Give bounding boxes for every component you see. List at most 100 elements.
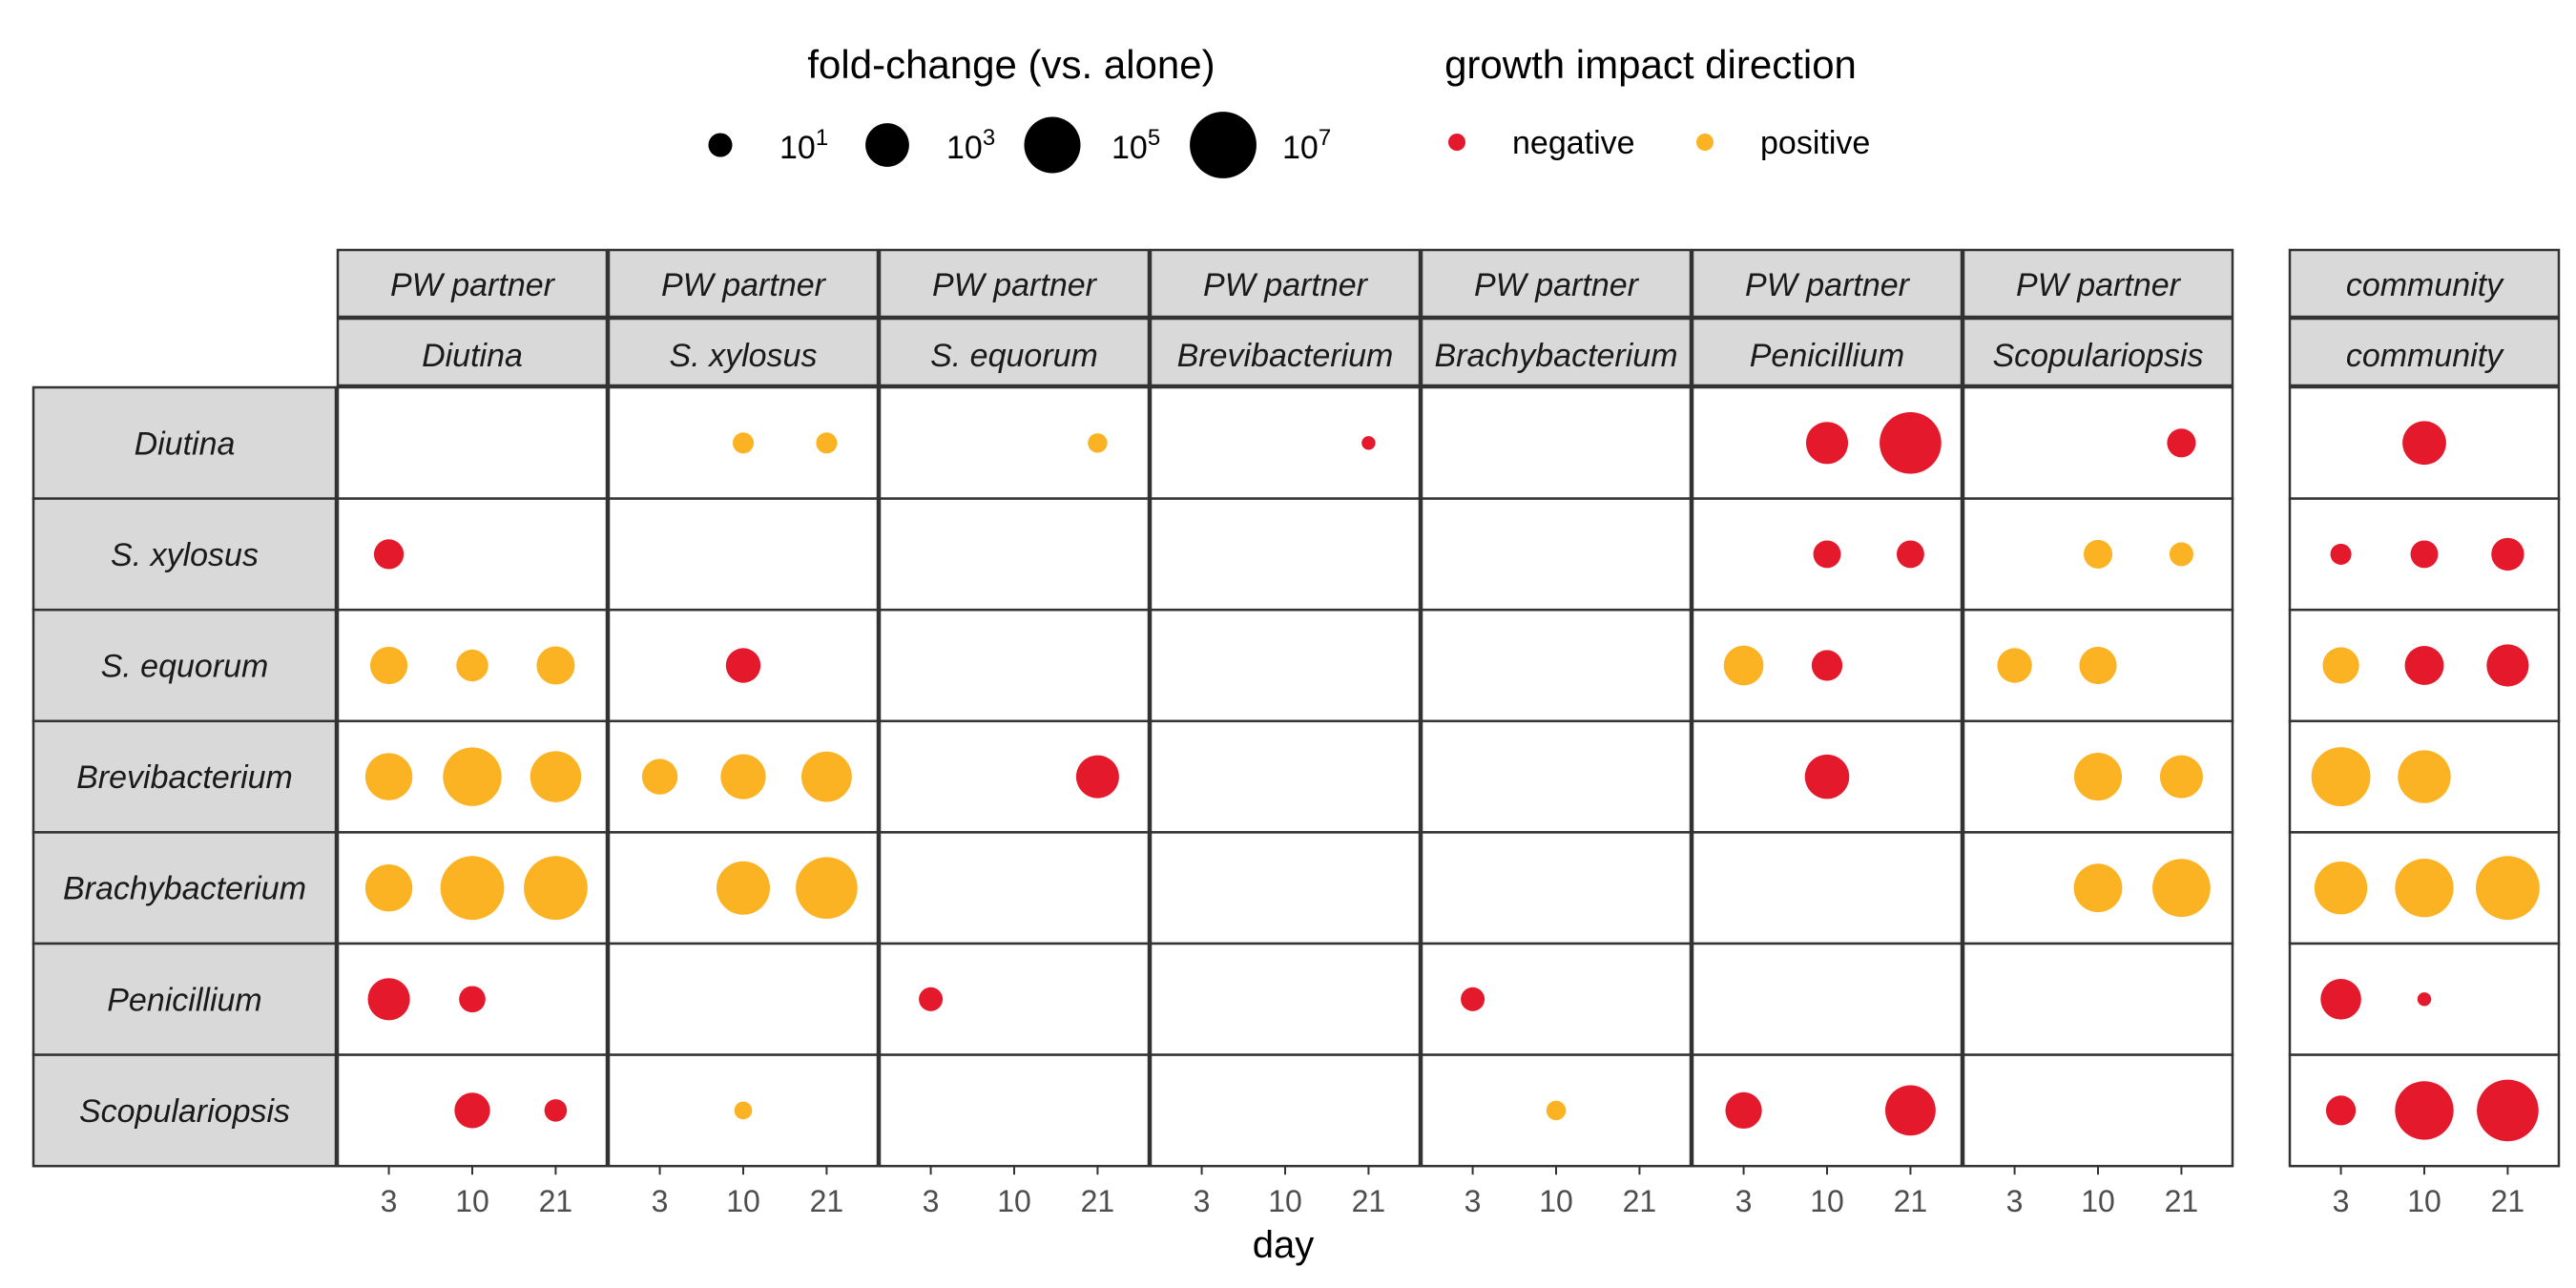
color-legend-label-positive: positive [1760,125,1870,161]
tick-label-p1-3: 3 [652,1184,669,1218]
panel-cell-2-scopulariopsis [878,1053,1151,1168]
point-penicillium-p7-d3 [2320,979,2361,1020]
point-brevibacterium-p7-d3 [2311,747,2371,807]
point-penicillium-p0-d10 [459,986,486,1013]
strip-bottom-bg-3 [1149,317,1422,387]
point-scopulariopsis-p5-d3 [1725,1091,1762,1130]
tick-label-p7-3: 3 [2333,1184,2350,1218]
point-penicillium-p0-d3 [367,978,410,1021]
point-scopulariopsis-p7-d3 [2325,1095,2357,1126]
tick-label-p2-21: 21 [1081,1184,1115,1218]
point-diutina-p1-d21 [816,432,838,454]
panel-cell-4-brachybacterium [1420,831,1693,945]
panel-cell-2-s-equorum [878,608,1151,723]
point-penicillium-p7-d10 [2417,992,2432,1007]
point-brevibacterium-p0-d21 [530,751,582,802]
point-s-equorum-p5-d10 [1811,650,1843,681]
tick-label-p5-10: 10 [1810,1184,1844,1218]
point-scopulariopsis-p7-d10 [2395,1081,2454,1140]
panel-cell-4-s-equorum [1420,608,1693,723]
strip-top-label-4: PW partner [1474,267,1640,303]
point-s-xylosus-p5-d21 [1896,540,1924,569]
point-brevibacterium-p6-d10 [2073,753,2123,801]
strip-bottom-bg-5 [1691,317,1963,387]
tick-label-p6-21: 21 [2165,1184,2199,1218]
tick-label-p3-10: 10 [1268,1184,1302,1218]
strip-bottom-bg-2 [878,317,1151,387]
strip-bottom-label-scopulariopsis-6: Scopulariopsis [1992,338,2203,374]
point-brevibacterium-p2-d21 [1075,755,1119,799]
point-s-xylosus-p6-d21 [2169,542,2193,567]
panel-cell-3-penicillium [1149,942,1422,1056]
row-label-bg-penicillium [31,942,338,1056]
panel-cell-5-penicillium [1691,942,1963,1056]
strip-top-label-6: PW partner [2016,267,2182,303]
legend: fold-change (vs. alone) 101 103 105 107 growt… [708,42,1870,178]
panel-cell-2-brachybacterium [878,831,1151,945]
tick-label-p7-10: 10 [2407,1184,2441,1218]
point-brevibacterium-p7-d10 [2398,750,2451,803]
point-s-equorum-p0-d21 [536,646,575,685]
x-axis-title: day [1253,1224,1315,1266]
tick-label-p2-3: 3 [923,1184,940,1218]
point-brachybacterium-p0-d10 [440,856,505,921]
point-s-equorum-p6-d3 [1997,648,2032,683]
panel-cell-2-diutina [878,385,1151,500]
point-s-xylosus-p7-d10 [2410,540,2439,569]
panel-cell-1-penicillium [607,942,880,1056]
panel-cell-4-s-xylosus [1420,497,1693,612]
color-legend-dot-positive [1696,134,1714,151]
color-legend-label-negative: negative [1512,125,1635,161]
panel-cell-2-s-xylosus [878,497,1151,612]
strip-top-bg-3 [1149,248,1422,319]
row-strip-labels: Diutina S. xylosus S. equorum Brevibacteriu… [31,385,338,1168]
row-label-bg-brachybacterium [31,831,338,945]
strip-top-bg-4 [1420,248,1693,319]
tick-label-p4-21: 21 [1623,1184,1657,1218]
size-legend-label-10e5: 105 [1111,125,1160,166]
point-penicillium-p4-d3 [1461,987,1485,1011]
strip-bottom-label-s-equorum-2: S. equorum [930,338,1098,374]
row-label-brevibacterium: Brevibacterium [76,759,293,796]
tick-label-p3-21: 21 [1352,1184,1386,1218]
tick-label-p4-10: 10 [1539,1184,1573,1218]
point-s-xylosus-p7-d3 [2330,543,2352,565]
row-label-scopulariopsis: Scopulariopsis [79,1093,290,1130]
strip-bottom-bg-6 [1962,317,2234,387]
point-brevibacterium-p1-d3 [641,758,678,795]
point-brachybacterium-p6-d10 [2073,863,2123,913]
panel-cell-3-s-xylosus [1149,497,1422,612]
point-s-equorum-p6-d10 [2079,646,2117,685]
strip-top-label-0: PW partner [390,267,556,303]
size-legend-label-10e7: 107 [1282,125,1331,166]
strip-top-label-3: PW partner [1203,267,1369,303]
tick-label-p7-21: 21 [2491,1184,2525,1218]
row-label-brachybacterium: Brachybacterium [63,871,306,907]
strip-top-bg-5 [1691,248,1963,319]
point-diutina-p5-d21 [1880,411,1942,474]
strip-top-label-7: community [2346,267,2504,303]
strip-bottom-label-brachybacterium-4: Brachybacterium [1434,338,1677,374]
strip-top-label-5: PW partner [1745,267,1911,303]
panel-cell-4-diutina [1420,385,1693,500]
point-brachybacterium-p0-d21 [524,856,588,921]
tick-label-p6-3: 3 [2006,1184,2024,1218]
tick-label-p4-3: 3 [1465,1184,1482,1218]
point-brevibacterium-p1-d10 [720,754,766,800]
strip-bottom-label-penicillium-5: Penicillium [1750,338,1905,374]
point-scopulariopsis-p4-d10 [1546,1100,1567,1121]
x-axis: 3 10 21 3 10 21 3 10 21 3 10 21 3 10 21 3 10 21 3 10 21 3 10 21… [381,1166,2525,1266]
strip-bottom-bg-7 [2288,317,2561,387]
tick-label-p3-3: 3 [1194,1184,1211,1218]
point-s-equorum-p7-d10 [2404,646,2444,685]
row-label-bg-brevibacterium [31,719,338,834]
point-brachybacterium-p0-d3 [364,864,413,912]
tick-label-p1-10: 10 [726,1184,760,1218]
tick-label-p6-10: 10 [2081,1184,2115,1218]
point-s-xylosus-p5-d10 [1813,540,1841,569]
point-scopulariopsis-p1-d10 [734,1101,753,1120]
row-label-penicillium: Penicillium [107,982,262,1018]
row-label-s-equorum: S. equorum [101,649,269,685]
strip-top-bg-1 [607,248,880,319]
tick-label-p5-3: 3 [1735,1184,1753,1218]
